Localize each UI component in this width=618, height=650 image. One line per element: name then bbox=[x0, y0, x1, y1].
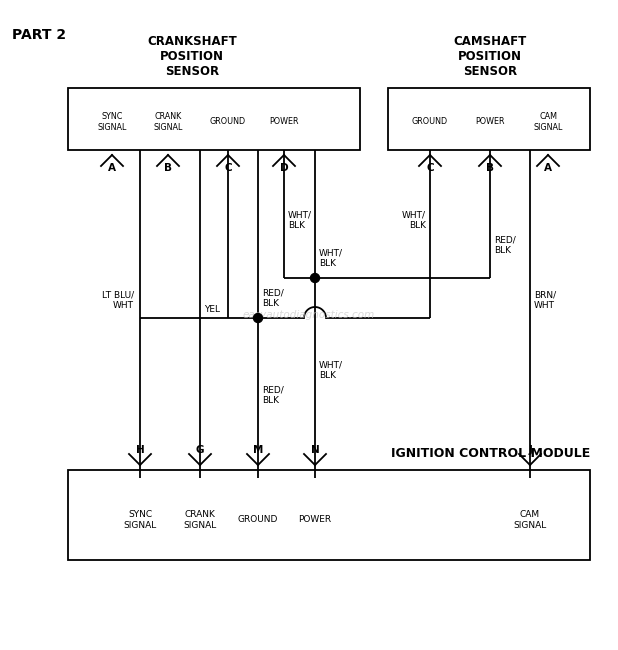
Text: CAMSHAFT
POSITION
SENSOR: CAMSHAFT POSITION SENSOR bbox=[454, 35, 527, 78]
Text: CAM
SIGNAL: CAM SIGNAL bbox=[514, 510, 547, 530]
Text: GROUND: GROUND bbox=[210, 118, 246, 127]
Text: POWER: POWER bbox=[475, 118, 505, 127]
Text: RED/
BLK: RED/ BLK bbox=[262, 385, 284, 405]
Text: J: J bbox=[528, 445, 532, 455]
Text: M: M bbox=[253, 445, 263, 455]
Text: POWER: POWER bbox=[269, 118, 298, 127]
Text: G: G bbox=[196, 445, 205, 455]
Text: GROUND: GROUND bbox=[412, 118, 448, 127]
Bar bbox=[68, 470, 590, 560]
Text: GROUND: GROUND bbox=[238, 515, 278, 525]
Text: easyautodiagnostics.com: easyautodiagnostics.com bbox=[243, 310, 375, 320]
Text: PART 2: PART 2 bbox=[12, 28, 66, 42]
Text: CRANK
SIGNAL: CRANK SIGNAL bbox=[184, 510, 217, 530]
Text: RED/
BLK: RED/ BLK bbox=[262, 289, 284, 307]
Bar bbox=[388, 88, 590, 150]
Text: WHT/
BLK: WHT/ BLK bbox=[319, 248, 343, 268]
Text: RED/
BLK: RED/ BLK bbox=[494, 235, 516, 255]
Text: CAM
SIGNAL: CAM SIGNAL bbox=[533, 112, 562, 132]
Text: IGNITION CONTROL MODULE: IGNITION CONTROL MODULE bbox=[391, 447, 590, 460]
Text: SYNC
SIGNAL: SYNC SIGNAL bbox=[124, 510, 156, 530]
Text: C: C bbox=[224, 163, 232, 173]
Text: SYNC
SIGNAL: SYNC SIGNAL bbox=[97, 112, 127, 132]
Text: WHT/
BLK: WHT/ BLK bbox=[402, 211, 426, 229]
Text: YEL: YEL bbox=[204, 306, 220, 315]
Text: H: H bbox=[135, 445, 145, 455]
Bar bbox=[68, 88, 360, 150]
Text: POWER: POWER bbox=[298, 515, 332, 525]
Text: B: B bbox=[164, 163, 172, 173]
Text: WHT/
BLK: WHT/ BLK bbox=[288, 211, 312, 229]
Text: C: C bbox=[426, 163, 434, 173]
Text: LT BLU/
WHT: LT BLU/ WHT bbox=[102, 291, 134, 309]
Text: CRANKSHAFT
POSITION
SENSOR: CRANKSHAFT POSITION SENSOR bbox=[147, 35, 237, 78]
Text: B: B bbox=[486, 163, 494, 173]
Text: CRANK
SIGNAL: CRANK SIGNAL bbox=[153, 112, 183, 132]
Text: N: N bbox=[311, 445, 320, 455]
Circle shape bbox=[310, 274, 320, 283]
Text: BRN/
WHT: BRN/ WHT bbox=[534, 291, 556, 309]
Text: WHT/
BLK: WHT/ BLK bbox=[319, 360, 343, 380]
Text: D: D bbox=[280, 163, 289, 173]
Text: A: A bbox=[544, 163, 552, 173]
Circle shape bbox=[253, 313, 263, 322]
Text: A: A bbox=[108, 163, 116, 173]
